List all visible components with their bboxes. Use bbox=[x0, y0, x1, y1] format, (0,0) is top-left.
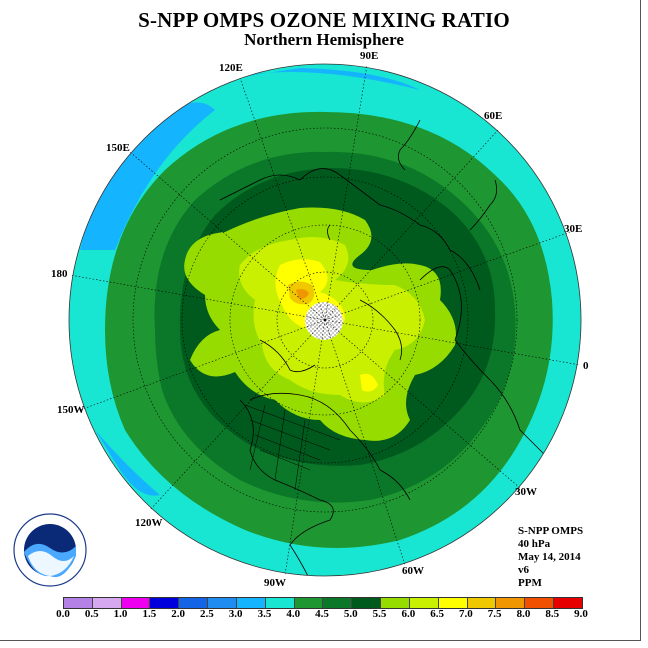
colorbar-tick-label: 6.5 bbox=[430, 608, 444, 620]
lon-label-0: 0 bbox=[583, 360, 589, 372]
figure-subtitle: Northern Hemisphere bbox=[244, 30, 404, 49]
lon-label-90w: 90W bbox=[264, 577, 286, 589]
colorbar-swatch bbox=[381, 598, 410, 608]
colorbar-tick-label: 0.0 bbox=[56, 608, 70, 620]
colorbar-swatch bbox=[294, 598, 324, 608]
colorbar-tick-label: 5.0 bbox=[343, 608, 358, 620]
colorbar-tick-label: 8.5 bbox=[545, 608, 560, 620]
info-date: May 14, 2014 bbox=[518, 551, 581, 563]
band-6.5-7.0-b bbox=[360, 373, 378, 392]
colorbar-tick-label: 5.5 bbox=[372, 608, 387, 620]
noaa-logo bbox=[13, 513, 87, 587]
info-block: S-NPP OMPS 40 hPa May 14, 2014 v6 PPM bbox=[518, 525, 583, 590]
colorbar bbox=[63, 597, 583, 609]
colorbar-tick-label: 8.0 bbox=[516, 608, 531, 620]
lon-label-30w: 30W bbox=[515, 486, 537, 498]
colorbar-tick-label: 9.0 bbox=[574, 608, 588, 620]
colorbar-tick-label: 3.0 bbox=[228, 608, 243, 620]
lon-label-60e: 60E bbox=[484, 110, 503, 122]
map-border bbox=[68, 63, 582, 577]
coastlines bbox=[219, 119, 561, 576]
colorbar-tick-label: 2.0 bbox=[171, 608, 185, 620]
colorbar-tick-label: 4.0 bbox=[286, 608, 301, 620]
band-3.0-3.5-north bbox=[220, 68, 420, 90]
lon-label-180: 180 bbox=[51, 268, 68, 280]
colorbar-tick-label: 7.5 bbox=[487, 608, 502, 620]
lon-label-90e: 90E bbox=[360, 50, 379, 62]
info-units: PPM bbox=[518, 577, 542, 589]
colorbar-swatch bbox=[467, 598, 497, 608]
colorbar-swatch bbox=[150, 598, 180, 608]
colorbar-tick-label: 4.5 bbox=[315, 608, 329, 620]
figure-title: S-NPP OMPS OZONE MIXING RATIO bbox=[138, 8, 510, 32]
info-instrument: S-NPP OMPS bbox=[518, 525, 584, 537]
colorbar-swatch bbox=[496, 598, 526, 608]
colorbar-swatch bbox=[64, 598, 93, 608]
lon-label-120e: 120E bbox=[219, 62, 243, 74]
band-7.5-8.0 bbox=[296, 289, 309, 300]
colorbar-swatch bbox=[438, 598, 468, 608]
colorbar-tick-label: 3.5 bbox=[257, 608, 272, 620]
colorbar-tick-label: 0.5 bbox=[84, 608, 99, 620]
colorbar-swatch bbox=[92, 598, 122, 608]
colorbar-swatch bbox=[525, 598, 555, 608]
colorbar-swatch bbox=[265, 598, 295, 608]
colorbar-tick-label: 1.5 bbox=[142, 608, 157, 620]
colorbar-tick-label: 6.0 bbox=[401, 608, 416, 620]
colorbar-swatch bbox=[409, 598, 439, 608]
colorbar-tick-label: 7.0 bbox=[459, 608, 473, 620]
lon-label-30e: 30E bbox=[564, 223, 583, 235]
colorbar-swatch bbox=[323, 598, 353, 608]
colorbar-tick-label: 1.0 bbox=[113, 608, 128, 620]
lon-label-150w: 150W bbox=[57, 404, 85, 416]
lon-label-150e: 150E bbox=[106, 142, 130, 154]
graticule bbox=[69, 64, 581, 576]
info-version: v6 bbox=[518, 564, 529, 576]
colorbar-swatch bbox=[179, 598, 209, 608]
colorbar-swatch bbox=[554, 598, 582, 608]
ozone-contour-fill bbox=[69, 64, 581, 576]
lon-label-60w: 60W bbox=[402, 565, 424, 577]
colorbar-swatch bbox=[121, 598, 151, 608]
colorbar-swatch bbox=[236, 598, 266, 608]
info-level: 40 hPa bbox=[518, 538, 551, 550]
colorbar-swatch bbox=[208, 598, 237, 608]
colorbar-tick-label: 2.5 bbox=[200, 608, 214, 620]
colorbar-swatch bbox=[352, 598, 382, 608]
band-3.0-3.5-west bbox=[80, 102, 215, 250]
lon-label-120w: 120W bbox=[135, 517, 163, 529]
political-borders bbox=[244, 404, 341, 491]
